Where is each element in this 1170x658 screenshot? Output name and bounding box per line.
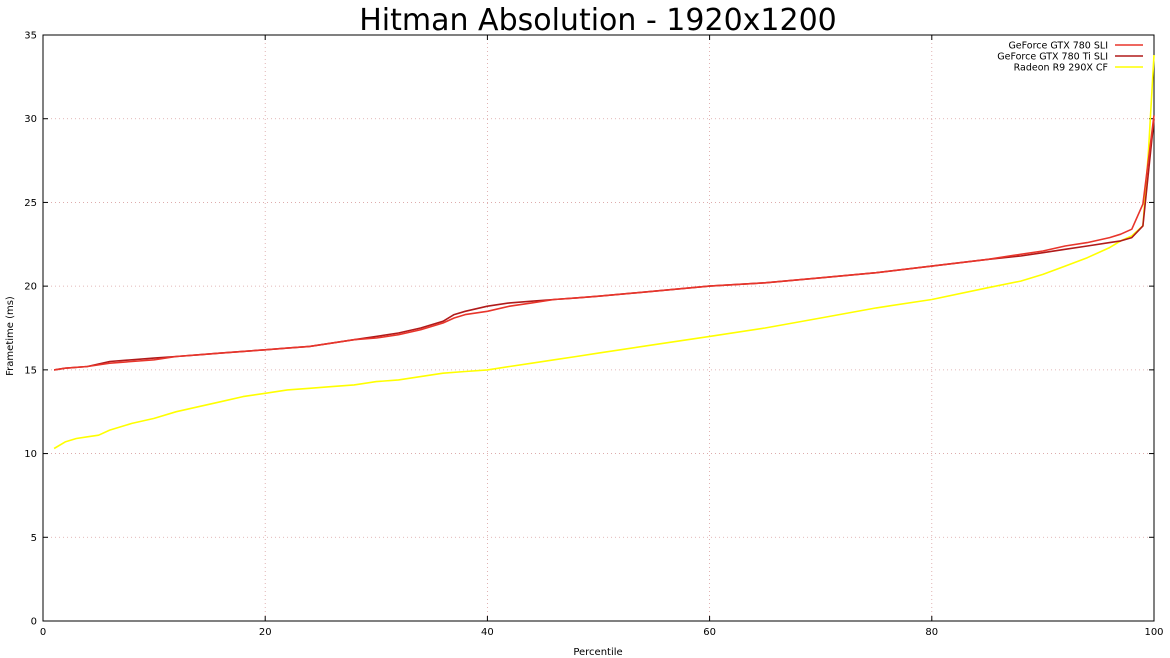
x-tick-label: 60 (703, 627, 716, 638)
x-tick-label: 20 (259, 627, 272, 638)
chart-title: Hitman Absolution - 1920x1200 (359, 3, 837, 38)
series-line-2 (53, 55, 1155, 450)
y-tick-label: 10 (24, 449, 37, 460)
grid-lines (43, 35, 1154, 621)
x-tick-label: 100 (1144, 627, 1163, 638)
x-tick-label: 40 (481, 627, 494, 638)
x-tick-label: 0 (40, 627, 46, 638)
x-tick-label: 80 (925, 627, 938, 638)
legend-label: Radeon R9 290X CF (1014, 63, 1108, 74)
legend-label: GeForce GTX 780 SLI (1008, 41, 1108, 52)
y-tick-label: 30 (24, 114, 37, 125)
series-lines (53, 55, 1155, 450)
x-axis-label: Percentile (573, 647, 622, 658)
y-tick-label: 5 (31, 533, 37, 544)
y-tick-label: 35 (24, 31, 37, 42)
legend-label: GeForce GTX 780 Ti SLI (997, 52, 1108, 63)
y-tick-label: 25 (24, 198, 37, 209)
y-axis-ticks: 0 5 10 15 20 25 30 35 (24, 31, 1154, 628)
plot-frame (42, 34, 1155, 622)
y-tick-label: 15 (24, 365, 37, 376)
series-line-0 (53, 115, 1155, 371)
y-tick-label: 0 (31, 617, 37, 628)
y-axis-label: Frametime (ms) (5, 296, 16, 376)
x-axis-ticks: 0 20 40 60 80 100 (40, 35, 1164, 638)
y-tick-label: 20 (24, 282, 37, 293)
